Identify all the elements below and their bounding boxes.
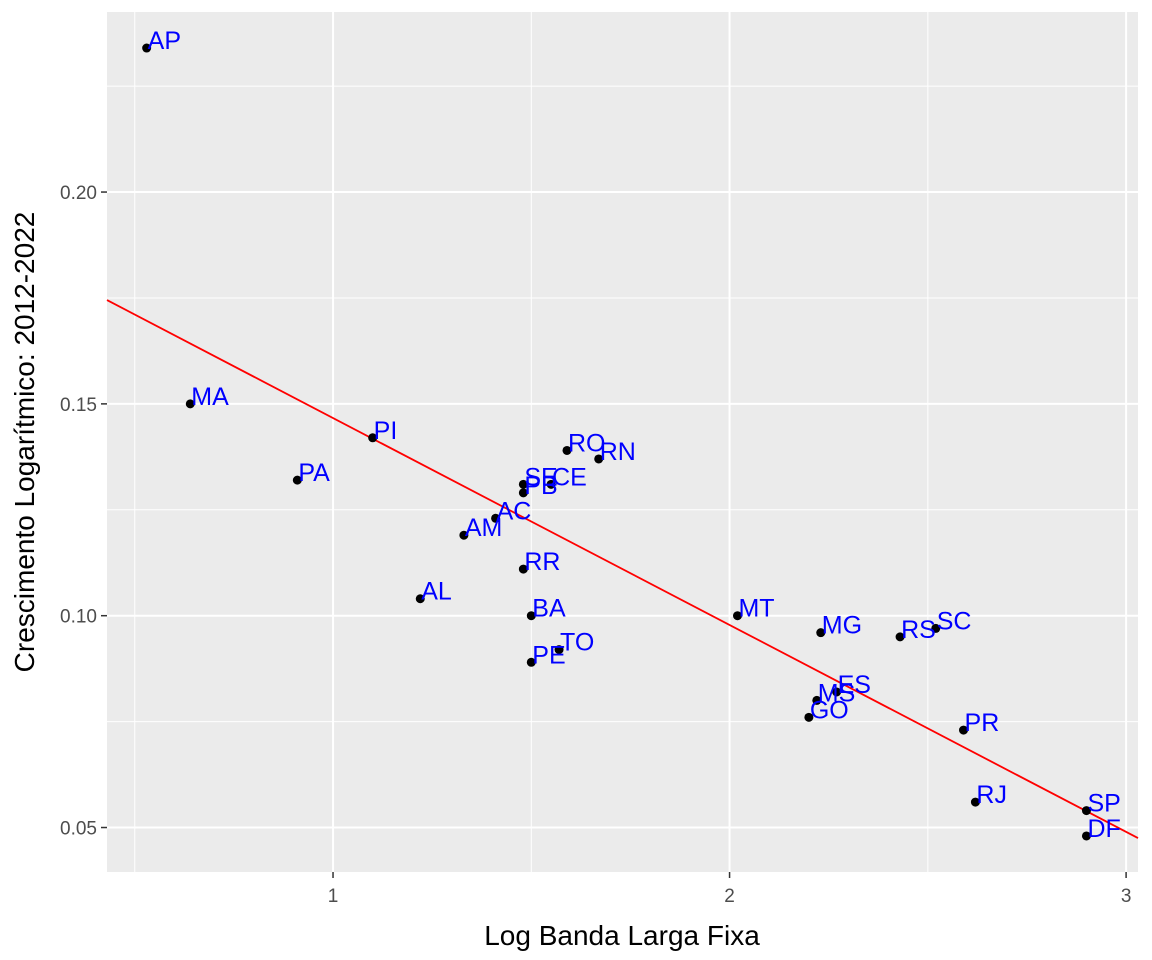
y-tick-label: 0.15 (60, 395, 97, 416)
data-point-go (804, 712, 814, 722)
x-axis-title: Log Banda Larga Fixa (484, 920, 760, 951)
data-point-pr (959, 725, 969, 735)
fit-line-layer (106, 299, 1139, 839)
point-label-pb: PB (524, 472, 557, 500)
y-axis: 0.05 0.10 0.15 0.20 (60, 183, 107, 840)
y-tick-label: 0.20 (60, 183, 97, 204)
data-point-rj (970, 797, 980, 807)
data-point-pe (526, 657, 536, 667)
data-point-ac (491, 513, 501, 523)
data-point-pi (368, 433, 378, 443)
data-point-ro (562, 445, 572, 455)
data-point-rs (895, 632, 905, 642)
grid-minor (107, 12, 1138, 872)
point-label-ba: BA (532, 595, 566, 623)
data-point-es (832, 687, 842, 697)
point-label-am: AM (465, 514, 503, 542)
y-tick-label: 0.10 (60, 607, 97, 628)
data-point-sc (931, 623, 941, 633)
point-label-rj: RJ (976, 781, 1007, 809)
data-point-ma (185, 399, 195, 409)
point-label-rn: RN (600, 438, 636, 466)
x-tick-label: 3 (1121, 886, 1132, 907)
point-label-sp: SP (1087, 790, 1120, 818)
point-label-rs: RS (901, 616, 936, 644)
data-point-rn (594, 454, 604, 464)
point-label-sc: SC (937, 607, 972, 635)
data-point-rr (518, 564, 528, 574)
point-label-to: TO (560, 629, 594, 657)
data-point-mg (816, 628, 826, 638)
point-label-pr: PR (965, 709, 1000, 737)
point-label-mt: MT (738, 595, 774, 623)
data-point-al (415, 594, 425, 604)
fit-line (106, 299, 1139, 839)
data-point-ce (546, 479, 556, 489)
data-point-mt (732, 611, 742, 621)
point-label-mg: MG (822, 612, 862, 640)
point-label-ma: MA (191, 383, 229, 411)
grid-major (107, 12, 1138, 872)
points-layer (142, 43, 1091, 841)
data-point-ms (812, 695, 822, 705)
data-point-to (554, 645, 564, 655)
point-label-se: SE (524, 463, 557, 491)
y-axis-title: Crescimento Logarítmico: 2012-2022 (9, 212, 40, 673)
point-label-es: ES (838, 671, 871, 699)
point-label-ro: RO (568, 429, 606, 457)
point-label-pe: PE (532, 641, 565, 669)
x-axis: 1 2 3 (328, 872, 1132, 907)
data-point-se (518, 479, 528, 489)
data-point-sp (1081, 806, 1091, 816)
x-tick-label: 1 (328, 886, 339, 907)
point-label-al: AL (421, 578, 452, 606)
data-point-ba (526, 611, 536, 621)
data-point-pa (292, 475, 302, 485)
point-label-pa: PA (298, 459, 330, 487)
point-label-ce: CE (552, 463, 587, 491)
x-tick-label: 2 (724, 886, 735, 907)
point-label-ac: AC (497, 497, 532, 525)
point-label-go: GO (810, 696, 849, 724)
data-point-am (459, 530, 469, 540)
point-label-rr: RR (524, 548, 560, 576)
data-point-ap (142, 43, 152, 53)
point-label-df: DF (1087, 815, 1120, 843)
y-tick-label: 0.05 (60, 819, 97, 840)
point-label-ms: MS (818, 679, 856, 707)
data-point-df (1081, 831, 1091, 841)
point-label-ap: AP (148, 27, 181, 55)
data-point-pb (518, 488, 528, 498)
point-label-pi: PI (374, 417, 398, 445)
